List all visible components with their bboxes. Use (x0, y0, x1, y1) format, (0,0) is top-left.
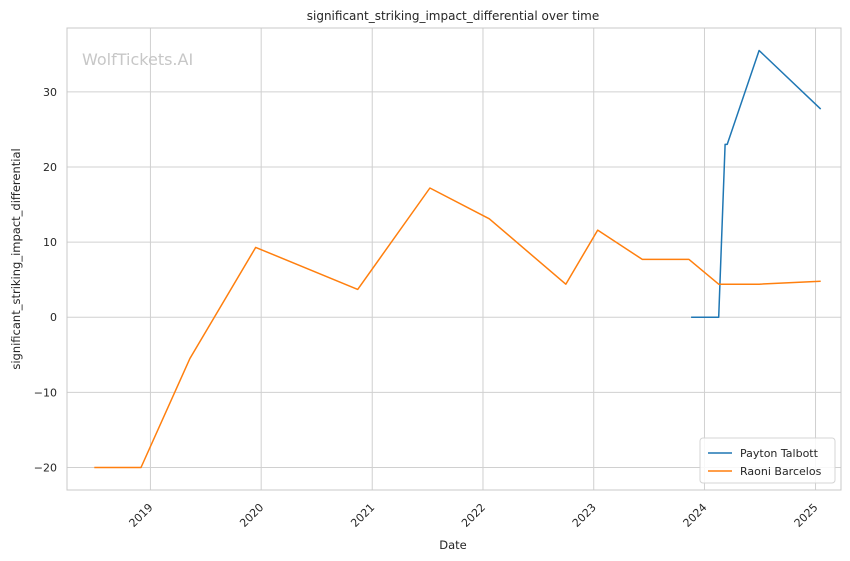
series-line-payton-talbott (691, 49, 822, 318)
legend-label-raoni-barcelos: Raoni Barcelos (740, 465, 822, 478)
y-tick-label: 30 (43, 86, 57, 99)
x-axis-ticks: 2019 2020 2021 2022 2023 2024 2025 (127, 501, 821, 530)
y-axis-label: significant_striking_impact_differential (9, 148, 23, 369)
legend-box (699, 437, 836, 484)
watermark: WolfTickets.AI (82, 50, 193, 69)
chart-title: significant_striking_impact_differential… (307, 9, 599, 23)
series-line-raoni-barcelos (94, 187, 821, 469)
y-tick-label: −10 (34, 386, 57, 399)
plot-area (66, 27, 842, 491)
y-tick-label: 0 (50, 311, 57, 324)
x-tick-label: 2021 (348, 501, 377, 530)
x-tick-label: 2019 (127, 501, 156, 530)
x-tick-label: 2024 (681, 501, 710, 530)
x-tick-label: 2022 (459, 501, 488, 530)
legend: Payton Talbott Raoni Barcelos (699, 437, 836, 484)
x-tick-label: 2023 (570, 501, 599, 530)
x-tick-label: 2025 (792, 501, 821, 530)
y-tick-label: 20 (43, 161, 57, 174)
x-gridlines (149, 28, 817, 490)
series-lines (94, 49, 822, 469)
y-tick-label: 10 (43, 236, 57, 249)
x-axis-label: Date (439, 538, 467, 552)
legend-label-payton-talbott: Payton Talbott (740, 447, 819, 460)
y-tick-label: −20 (34, 461, 57, 474)
x-tick-label: 2020 (237, 501, 266, 530)
y-axis-ticks: −20 −10 0 10 20 30 (34, 86, 57, 475)
